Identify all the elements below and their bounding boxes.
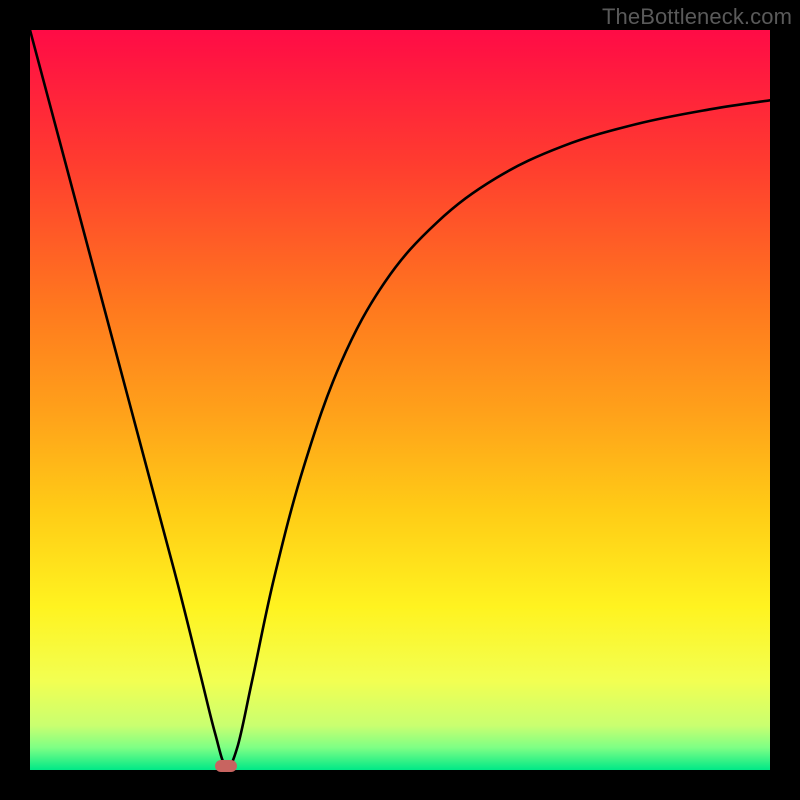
- curve-line: [30, 30, 770, 770]
- plot-area: [30, 30, 770, 770]
- minimum-marker: [215, 760, 237, 772]
- watermark-text: TheBottleneck.com: [602, 4, 792, 30]
- chart-canvas: TheBottleneck.com: [0, 0, 800, 800]
